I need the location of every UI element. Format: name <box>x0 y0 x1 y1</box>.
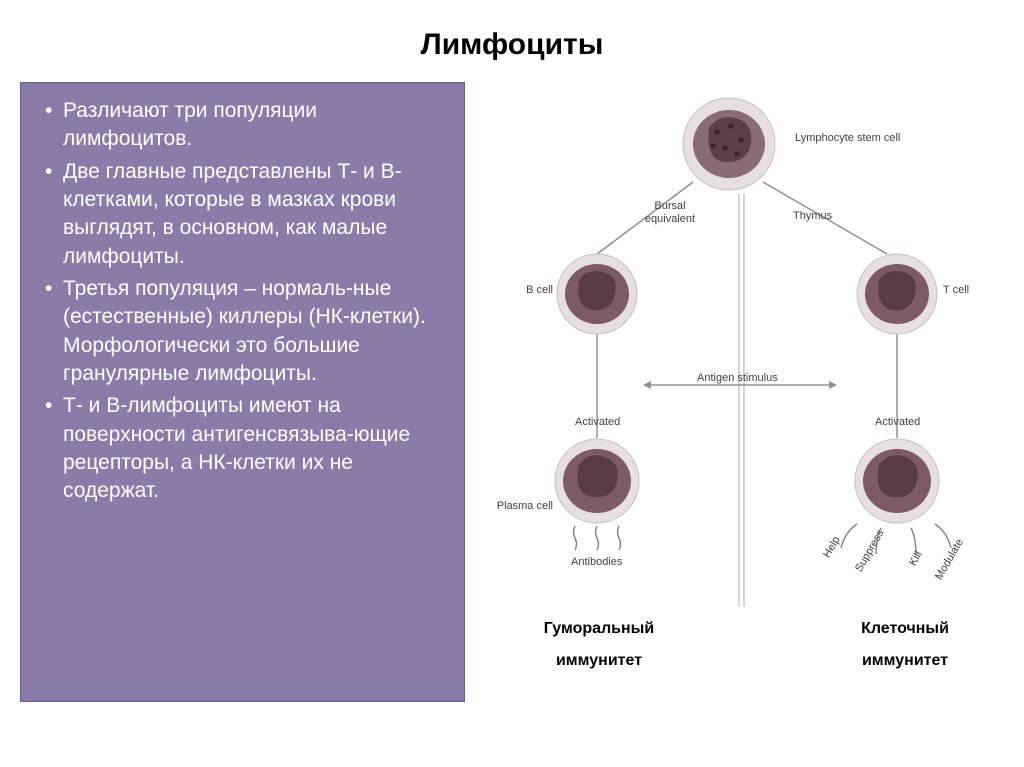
plasma-label: Plasma cell <box>495 500 553 512</box>
humoral-label: Гуморальный иммунитет <box>529 620 669 670</box>
thymus-label: Thymus <box>793 210 832 222</box>
cellular-line1: Клеточный <box>861 620 949 637</box>
stem-label: Lymphocyte stem cell <box>795 132 900 144</box>
plasma-cell <box>553 437 641 525</box>
cellular-line2: иммунитет <box>862 652 948 670</box>
b-cell <box>555 252 639 336</box>
stem-cell <box>681 96 777 192</box>
activated-t-cell <box>853 437 941 525</box>
activated-right-label: Activated <box>875 416 920 428</box>
content-row: Различают три популяции лимфоцитов. Две … <box>0 82 1024 702</box>
bullet-item: Т- и В-лимфоциты имеют на поверхности ан… <box>39 392 446 505</box>
lymphocyte-diagram: Lymphocyte stem cell B cell T cell Bursa… <box>475 82 1004 702</box>
bullet-item: Две главные представлены Т- и В-клетками… <box>39 158 446 271</box>
humoral-line2: иммунитет <box>556 652 642 670</box>
humoral-line1: Гуморальный <box>544 620 654 637</box>
cellular-label: Клеточный иммунитет <box>835 620 975 670</box>
bullet-panel: Различают три популяции лимфоцитов. Две … <box>20 82 465 702</box>
bullet-item: Третья популяция – нормаль-ные (естестве… <box>39 275 446 388</box>
antibodies-label: Antibodies <box>571 556 622 568</box>
tcell-label: T cell <box>943 284 969 296</box>
bullet-list: Различают три популяции лимфоцитов. Две … <box>39 97 446 506</box>
t-cell <box>855 252 939 336</box>
activated-left-label: Activated <box>575 416 620 428</box>
bcell-label: B cell <box>517 284 553 296</box>
antigen-label: Antigen stimulus <box>697 372 778 384</box>
bursal-label: Bursal equivalent <box>635 200 705 225</box>
bullet-item: Различают три популяции лимфоцитов. <box>39 97 446 154</box>
page-title: Лимфоциты <box>0 0 1024 82</box>
